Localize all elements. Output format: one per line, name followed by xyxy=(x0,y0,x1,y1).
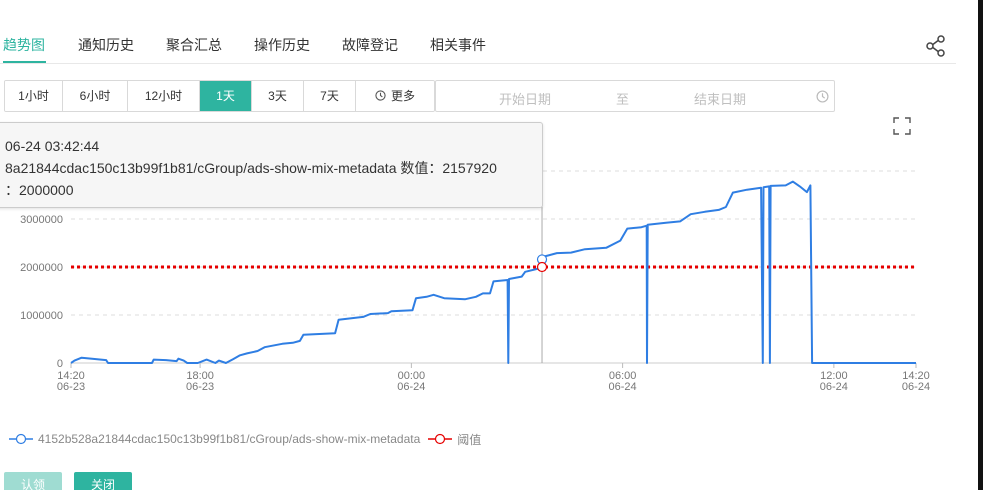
claim-button[interactable]: 认领 xyxy=(4,472,62,490)
window-edge xyxy=(978,0,983,490)
x-tick-date: 06-23 xyxy=(186,381,214,393)
close-button[interactable]: 关闭 xyxy=(74,472,132,490)
x-tick-date: 06-23 xyxy=(57,381,85,393)
x-tick-date: 06-24 xyxy=(820,381,848,393)
y-tick-label: 1000000 xyxy=(20,310,63,322)
hover-point-threshold xyxy=(538,263,547,272)
trend-chart: 0 1000000 2000000 3000000 14:2006-2318:0006… xyxy=(0,0,983,430)
tooltip-threshold-value: ：2000000 xyxy=(5,179,542,201)
x-tick-date: 06-24 xyxy=(609,381,637,393)
legend-threshold-label: 阈值 xyxy=(457,431,481,448)
legend-series-marker xyxy=(9,433,33,445)
x-tick-date: 06-24 xyxy=(902,381,930,393)
tooltip-time: 06-24 03:42:44 xyxy=(5,135,542,157)
y-tick-label: 3000000 xyxy=(20,214,63,226)
y-tick-label: 0 xyxy=(57,358,63,370)
legend-series-label: 4152b528a21844cdac150c13b99f1b81/cGroup/… xyxy=(38,432,420,446)
legend-item-threshold[interactable]: 阈值 xyxy=(428,431,481,448)
x-tick-date: 06-24 xyxy=(397,381,425,393)
legend-item-series[interactable]: 4152b528a21844cdac150c13b99f1b81/cGroup/… xyxy=(9,432,420,446)
chart-tooltip: 06-24 03:42:44 8a21844cdac150c13b99f1b81… xyxy=(0,122,543,208)
tooltip-series-value: 8a21844cdac150c13b99f1b81/cGroup/ads-sho… xyxy=(5,157,542,179)
x-axis: 14:2006-2318:0006-2300:0006-2406:0006-24… xyxy=(57,363,930,393)
chart-legend: 4152b528a21844cdac150c13b99f1b81/cGroup/… xyxy=(9,431,489,447)
series-line xyxy=(71,182,916,363)
y-axis: 0 1000000 2000000 3000000 xyxy=(20,214,63,370)
y-tick-label: 2000000 xyxy=(20,262,63,274)
legend-threshold-marker xyxy=(428,433,452,445)
